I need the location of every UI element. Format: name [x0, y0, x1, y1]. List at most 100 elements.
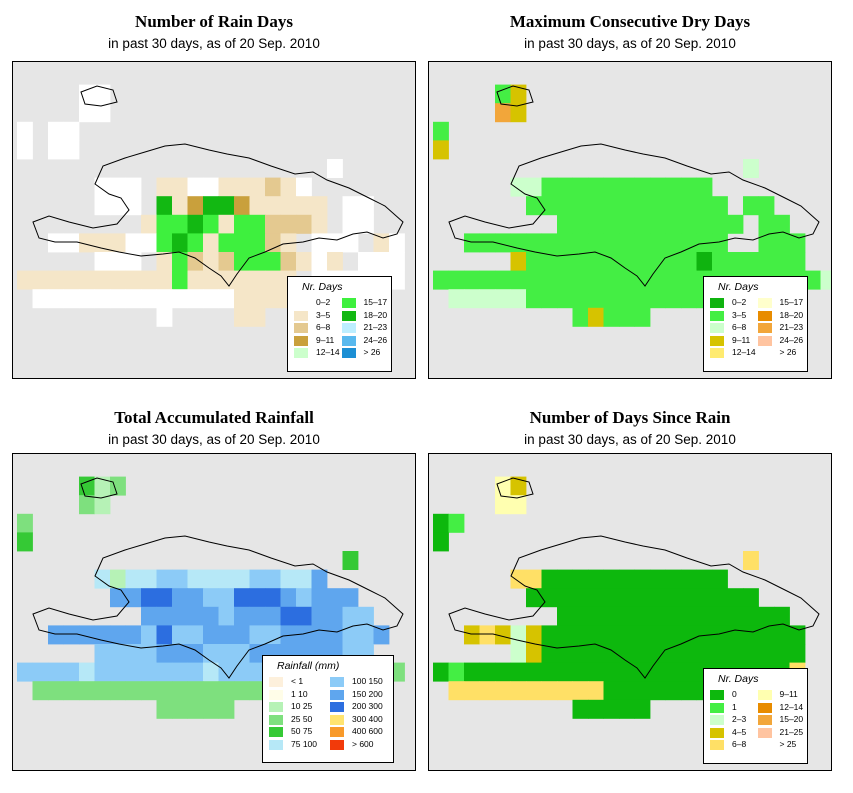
grid-cell — [342, 551, 359, 570]
grid-cell — [696, 233, 713, 253]
grid-cell — [696, 625, 713, 645]
grid-cell — [681, 233, 697, 253]
legend-label: 24–26 — [779, 334, 804, 345]
legend-swatch — [341, 348, 356, 358]
grid-cell — [464, 289, 480, 309]
grid-cell — [588, 644, 604, 663]
grid-cell — [634, 214, 651, 234]
grid-cell — [125, 644, 142, 663]
grid-cell — [79, 233, 95, 253]
grid-cell — [110, 662, 126, 682]
grid-cell — [464, 662, 480, 682]
grid-cell — [681, 681, 697, 701]
grid-cell — [603, 177, 620, 197]
grid-cell — [389, 233, 405, 253]
grid-cell — [572, 233, 589, 253]
legend-swatch — [710, 690, 724, 700]
grid-cell — [696, 196, 713, 216]
grid-cell — [311, 625, 328, 645]
grid-cell — [619, 662, 635, 682]
map-legend: Nr. Days 0 1 2–3 4–5 6–8 9–11 12–14 15–20 21–25 >… — [703, 668, 808, 764]
grid-cell — [187, 625, 204, 645]
grid-cell — [681, 289, 697, 309]
legend-swatch — [710, 348, 724, 358]
legend-label: 21–25 — [779, 726, 804, 737]
grid-cell — [650, 625, 666, 645]
grid-cell — [557, 644, 573, 663]
grid-cell — [619, 699, 635, 719]
grid-cell — [495, 662, 511, 682]
grid-cell — [265, 606, 281, 626]
grid-cell — [265, 177, 281, 197]
legend-swatch — [710, 740, 724, 750]
grid-cell — [218, 177, 235, 197]
grid-cell — [373, 233, 390, 253]
grid-cell — [342, 196, 359, 216]
grid-cell — [696, 252, 713, 271]
grid-cell — [603, 662, 620, 682]
grid-cell — [712, 644, 728, 663]
grid-cell — [187, 606, 204, 626]
grid-cell — [141, 625, 157, 645]
grid-cell — [156, 681, 173, 701]
grid-cell — [557, 214, 573, 234]
grid-cell — [342, 625, 359, 645]
grid-cell — [234, 662, 250, 682]
grid-cell — [32, 681, 49, 701]
grid-cell — [141, 569, 157, 589]
grid-cell — [63, 233, 80, 253]
grid-cell — [541, 252, 558, 271]
grid-cell — [125, 625, 142, 645]
grid-cell — [727, 214, 744, 234]
grid-cell — [541, 196, 558, 216]
grid-cell — [619, 196, 635, 216]
grid-cell — [280, 606, 297, 626]
grid-cell — [156, 214, 173, 234]
legend-swatch — [710, 335, 724, 346]
grid-cell — [172, 644, 188, 663]
grid-cell — [63, 121, 80, 141]
grid-cell — [141, 588, 157, 608]
grid-cell — [727, 644, 744, 663]
legend-label: < 1 — [291, 676, 304, 686]
grid-cell — [156, 606, 173, 626]
panel-title: Number of Days Since Rain — [529, 408, 731, 427]
grid-cell — [634, 252, 651, 271]
grid-cell — [712, 588, 728, 608]
grid-cell — [342, 606, 359, 626]
grid-cell — [495, 625, 511, 645]
grid-cell — [479, 681, 496, 701]
grid-cell — [141, 270, 157, 290]
grid-cell — [110, 476, 126, 496]
grid-cell — [634, 699, 651, 719]
grid-cell — [479, 270, 496, 290]
grid-cell — [48, 233, 64, 253]
legend-label: 0–2 — [732, 297, 747, 307]
grid-cell — [187, 196, 204, 216]
grid-cell — [433, 513, 449, 533]
grid-cell — [94, 644, 111, 663]
grid-cell — [758, 233, 775, 253]
coastline-outline — [448, 535, 820, 679]
grid-cell — [774, 233, 790, 253]
grid-cell — [265, 196, 281, 216]
legend-swatch — [330, 677, 344, 687]
grid-cell — [557, 289, 573, 309]
grid-cell — [172, 233, 188, 253]
grid-cell — [619, 252, 635, 271]
grid-cell — [94, 662, 111, 682]
grid-cell — [541, 662, 558, 682]
legend-swatch — [757, 715, 772, 725]
grid-cell — [218, 625, 235, 645]
panel-subtitle: in past 30 days, as of 20 Sep. 2010 — [524, 432, 736, 447]
grid-cell — [156, 588, 173, 608]
grid-cell — [280, 196, 297, 216]
grid-cell — [94, 681, 111, 701]
grid-cell — [311, 606, 328, 626]
grid-cell — [265, 252, 281, 271]
legend-label: 25 50 — [291, 713, 313, 724]
grid-cell — [125, 588, 142, 608]
grid-cell — [758, 606, 775, 626]
grid-cell — [634, 307, 651, 327]
grid-cell — [619, 289, 635, 309]
